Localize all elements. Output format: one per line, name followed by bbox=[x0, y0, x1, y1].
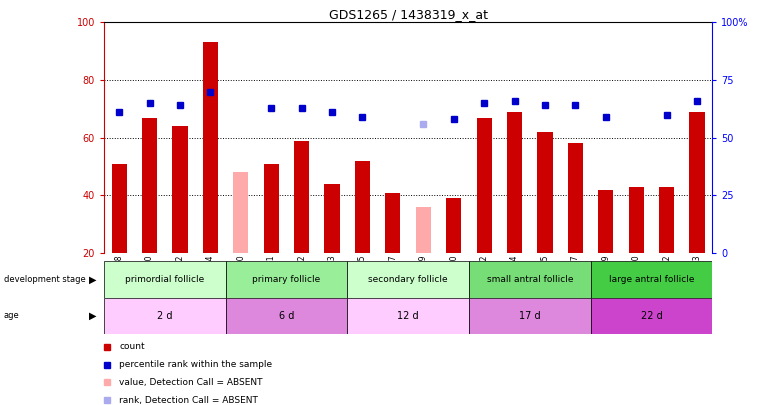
Text: value, Detection Call = ABSENT: value, Detection Call = ABSENT bbox=[119, 378, 263, 387]
Text: age: age bbox=[4, 311, 19, 320]
Bar bbox=[385, 192, 400, 253]
Bar bbox=[104, 261, 226, 298]
Text: small antral follicle: small antral follicle bbox=[487, 275, 573, 284]
Bar bbox=[112, 164, 127, 253]
Bar bbox=[469, 298, 591, 334]
Bar bbox=[226, 298, 347, 334]
Bar bbox=[469, 261, 591, 298]
Text: 17 d: 17 d bbox=[519, 311, 541, 321]
Text: large antral follicle: large antral follicle bbox=[608, 275, 695, 284]
Text: primary follicle: primary follicle bbox=[253, 275, 320, 284]
Text: ▶: ▶ bbox=[89, 275, 96, 284]
Text: count: count bbox=[119, 342, 145, 352]
Bar bbox=[567, 143, 583, 253]
Text: percentile rank within the sample: percentile rank within the sample bbox=[119, 360, 273, 369]
Text: ▶: ▶ bbox=[89, 311, 96, 321]
Bar bbox=[591, 298, 712, 334]
Text: development stage: development stage bbox=[4, 275, 85, 284]
Text: 12 d: 12 d bbox=[397, 311, 419, 321]
Bar bbox=[598, 190, 614, 253]
Text: 6 d: 6 d bbox=[279, 311, 294, 321]
Title: GDS1265 / 1438319_x_at: GDS1265 / 1438319_x_at bbox=[329, 8, 487, 21]
Bar bbox=[416, 207, 431, 253]
Bar bbox=[347, 298, 469, 334]
Bar bbox=[477, 117, 492, 253]
Bar bbox=[172, 126, 188, 253]
Bar bbox=[142, 117, 157, 253]
Bar bbox=[591, 261, 712, 298]
Text: rank, Detection Call = ABSENT: rank, Detection Call = ABSENT bbox=[119, 396, 258, 405]
Bar bbox=[659, 187, 675, 253]
Text: primordial follicle: primordial follicle bbox=[126, 275, 204, 284]
Bar bbox=[226, 261, 347, 298]
Bar bbox=[628, 187, 644, 253]
Bar bbox=[537, 132, 553, 253]
Bar bbox=[324, 184, 340, 253]
Bar bbox=[233, 173, 249, 253]
Bar bbox=[446, 198, 461, 253]
Bar bbox=[294, 141, 310, 253]
Text: 22 d: 22 d bbox=[641, 311, 662, 321]
Bar bbox=[689, 112, 705, 253]
Bar bbox=[263, 164, 279, 253]
Bar bbox=[347, 261, 469, 298]
Bar bbox=[355, 161, 370, 253]
Bar bbox=[104, 298, 226, 334]
Text: 2 d: 2 d bbox=[157, 311, 172, 321]
Bar bbox=[203, 43, 218, 253]
Text: secondary follicle: secondary follicle bbox=[368, 275, 448, 284]
Bar bbox=[507, 112, 522, 253]
